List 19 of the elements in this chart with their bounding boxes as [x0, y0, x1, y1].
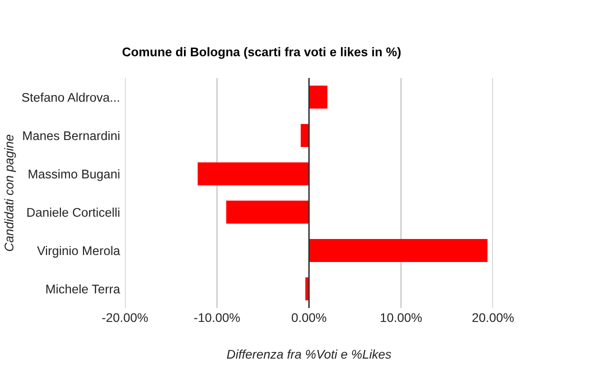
chart-title: Comune di Bologna (scarti fra voti e likes in %): [122, 47, 401, 59]
x-tick-label: -20.00%: [102, 313, 148, 322]
bar: [309, 239, 488, 262]
bar: [198, 162, 309, 186]
x-tick-label: 0.00%: [292, 313, 326, 322]
x-tick-label: 10.00%: [380, 313, 422, 322]
x-tick-label: 20.00%: [472, 313, 514, 322]
y-tick-label: Stefano Aldrova...: [22, 92, 120, 102]
x-axis-title: Differenza fra %Voti e %Likes: [226, 350, 392, 359]
bar: [300, 124, 309, 147]
x-tick-label: -10.00%: [194, 313, 240, 322]
bar: [226, 200, 309, 224]
y-tick-label: Michele Terra: [46, 284, 120, 294]
y-tick-label: Virginio Merola: [37, 246, 120, 258]
y-tick-label: Manes Bernardini: [23, 130, 120, 140]
y-tick-label: Massimo Bugani: [28, 169, 120, 181]
y-tick-label: Daniele Corticelli: [27, 208, 120, 217]
y-axis-title: Candidati con pagine: [4, 134, 16, 252]
bar: [309, 86, 328, 109]
